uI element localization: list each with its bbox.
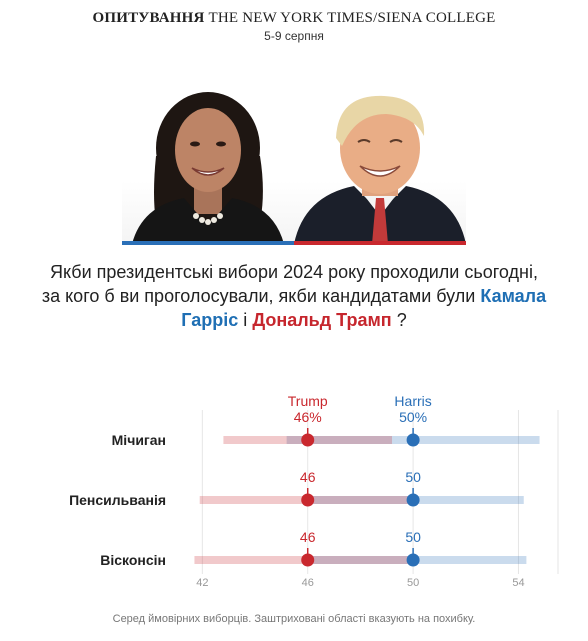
- trump-color-bar: [294, 241, 466, 245]
- state-label: Вісконсін: [100, 552, 166, 568]
- trump-point: [301, 433, 315, 447]
- harris-value-label: 50: [405, 529, 421, 545]
- poll-chart: 42 46 50 54 Мічиган 46%Trump 50%Harris Пенсильв…: [69, 393, 559, 589]
- state-label: Мічиган: [112, 432, 166, 448]
- trump-series-name: Trump: [288, 393, 328, 409]
- footnote: Серед ймовірних виборців. Заштриховані о…: [112, 613, 476, 625]
- trump-photo: [294, 86, 466, 244]
- harris-photo: [122, 86, 294, 244]
- trump-value-label: 46%: [294, 409, 322, 425]
- poll-date: 5-9 серпня: [264, 29, 324, 43]
- harris-point: [406, 553, 420, 567]
- poll-title: ОПИТУВАННЯ THE NEW YORK TIMES/SIENA COLL…: [92, 10, 496, 26]
- state-label: Пенсильванія: [69, 492, 166, 508]
- harris-point: [406, 493, 420, 507]
- harris-name: Камала Гарріс: [181, 286, 547, 330]
- harris-series-name: Harris: [394, 393, 431, 409]
- harris-value-label: 50%: [399, 409, 427, 425]
- tick-label-46: 46: [302, 577, 314, 589]
- poll-header: ОПИТУВАННЯ THE NEW YORK TIMES/SIENA COLL…: [0, 10, 588, 43]
- trump-value-label: 46: [300, 469, 316, 485]
- question-text: Якби президентські вибори 2024 року прох…: [41, 262, 547, 330]
- harris-value-label: 50: [405, 469, 421, 485]
- trump-point: [301, 493, 315, 507]
- trump-name: Дональд Трамп: [252, 310, 392, 330]
- harris-point: [406, 433, 420, 447]
- trump-point: [301, 553, 315, 567]
- tick-label-50: 50: [407, 577, 419, 589]
- harris-color-bar: [122, 241, 294, 245]
- tick-label-42: 42: [196, 577, 208, 589]
- trump-value-label: 46: [300, 529, 316, 545]
- tick-label-54: 54: [512, 577, 524, 589]
